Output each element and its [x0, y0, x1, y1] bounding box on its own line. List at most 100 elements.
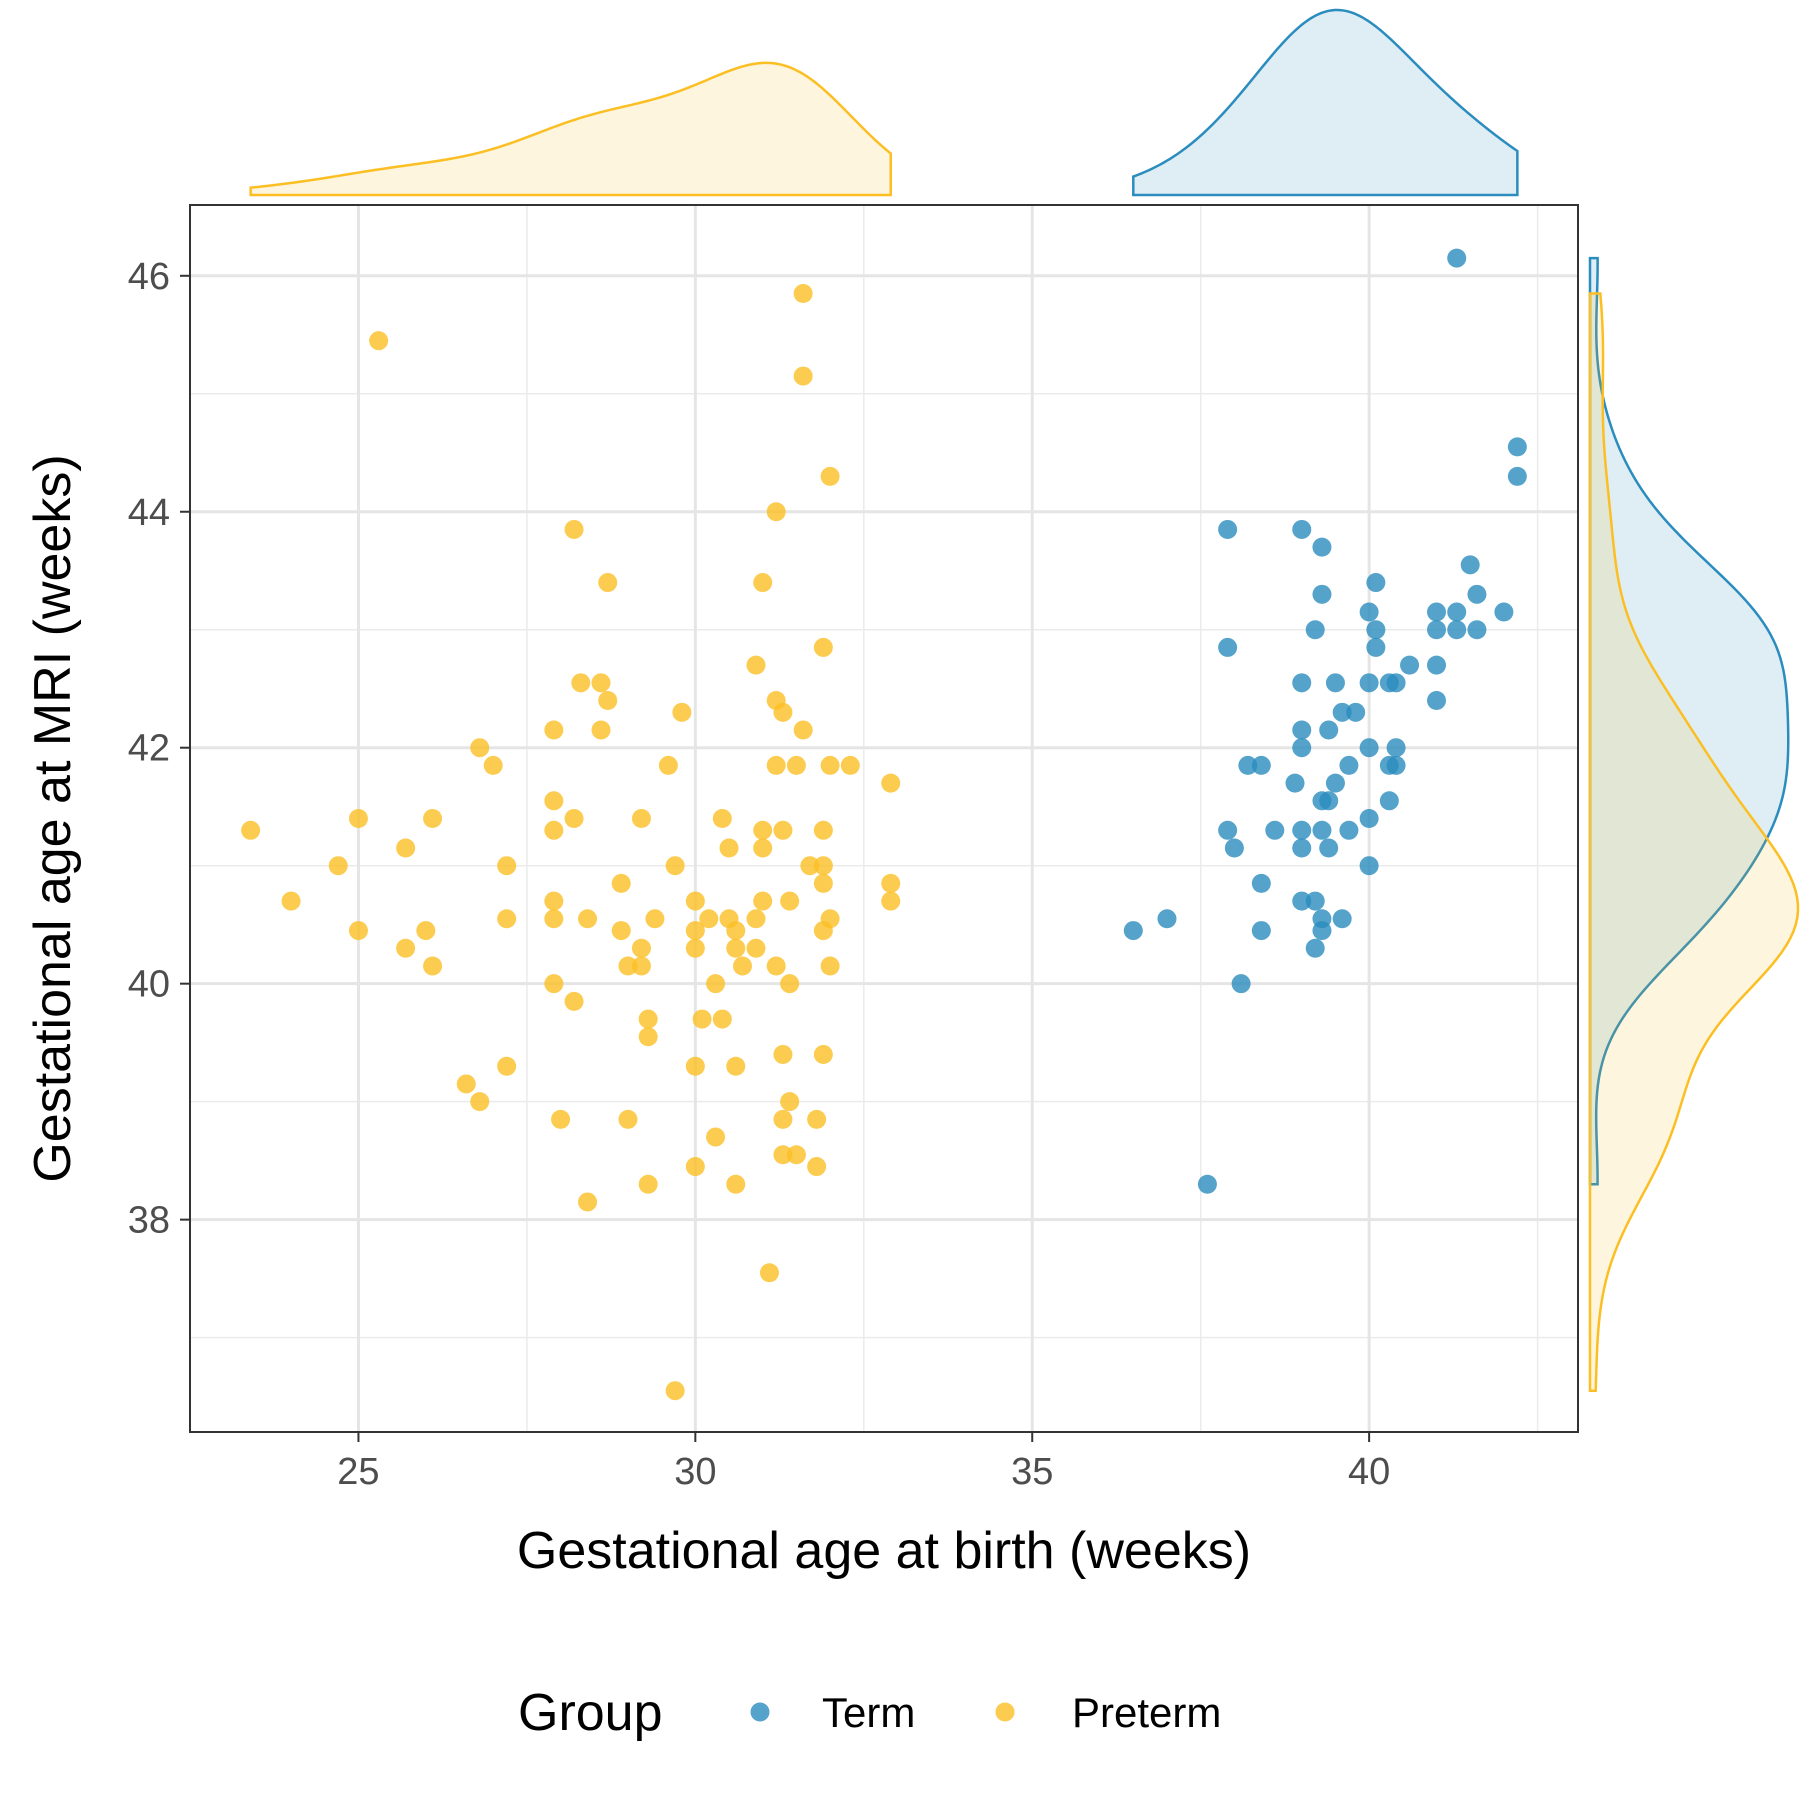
- point-term: [1251, 921, 1271, 941]
- point-preterm: [544, 974, 564, 994]
- point-preterm: [746, 909, 766, 929]
- y-axis-title: Gestational age at MRI (weeks): [24, 454, 82, 1182]
- point-term: [1427, 620, 1447, 640]
- point-preterm: [685, 891, 705, 911]
- point-term: [1231, 974, 1251, 994]
- point-term: [1325, 673, 1345, 693]
- legend-key-term: [750, 1702, 770, 1722]
- point-preterm: [611, 921, 631, 941]
- point-preterm: [328, 856, 348, 876]
- point-preterm: [396, 838, 416, 858]
- point-preterm: [645, 909, 665, 929]
- plot-panel: [190, 205, 1578, 1432]
- point-preterm: [807, 1157, 827, 1177]
- point-preterm: [591, 673, 611, 693]
- point-preterm: [813, 921, 833, 941]
- point-preterm: [423, 809, 443, 828]
- point-preterm: [820, 956, 840, 976]
- point-term: [1123, 921, 1143, 941]
- point-term: [1447, 620, 1467, 640]
- point-preterm: [786, 1145, 806, 1165]
- point-term: [1312, 921, 1332, 941]
- point-term: [1218, 637, 1238, 657]
- point-term: [1305, 620, 1325, 640]
- marginal-densities: [249, 8, 1800, 1392]
- point-preterm: [840, 755, 860, 775]
- point-preterm: [780, 1092, 800, 1112]
- point-term: [1312, 820, 1332, 840]
- point-preterm: [813, 873, 833, 893]
- point-preterm: [564, 991, 584, 1011]
- point-preterm: [598, 691, 618, 711]
- point-term: [1157, 909, 1177, 929]
- point-preterm: [578, 909, 598, 929]
- point-preterm: [685, 938, 705, 958]
- point-term: [1386, 755, 1406, 775]
- point-preterm: [726, 921, 746, 941]
- point-preterm: [766, 956, 786, 976]
- point-preterm: [241, 820, 261, 840]
- x-tick-label: 30: [674, 1451, 716, 1493]
- point-preterm: [685, 1056, 705, 1076]
- point-preterm: [672, 702, 692, 722]
- point-preterm: [470, 738, 490, 758]
- legend: Group Term Preterm: [518, 1684, 1221, 1742]
- point-term: [1292, 738, 1312, 758]
- point-preterm: [773, 820, 793, 840]
- point-term: [1218, 519, 1238, 539]
- point-term: [1359, 673, 1379, 693]
- point-term: [1366, 620, 1386, 640]
- point-preterm: [813, 637, 833, 657]
- point-preterm: [544, 891, 564, 911]
- point-term: [1265, 820, 1285, 840]
- point-preterm: [692, 1009, 712, 1029]
- point-preterm: [706, 974, 726, 994]
- point-term: [1319, 720, 1339, 740]
- point-preterm: [780, 891, 800, 911]
- point-preterm: [658, 755, 678, 775]
- point-term: [1285, 773, 1305, 793]
- point-preterm: [766, 755, 786, 775]
- point-preterm: [631, 956, 651, 976]
- x-tick-label: 25: [337, 1451, 379, 1493]
- point-preterm: [483, 755, 503, 775]
- point-preterm: [618, 956, 638, 976]
- point-preterm: [578, 1192, 598, 1212]
- point-term: [1460, 555, 1480, 575]
- point-term: [1332, 702, 1352, 722]
- legend-title: Group: [518, 1684, 663, 1742]
- point-term: [1507, 466, 1527, 486]
- point-preterm: [813, 1044, 833, 1064]
- point-preterm: [773, 702, 793, 722]
- point-preterm: [793, 366, 813, 386]
- point-preterm: [719, 838, 739, 858]
- point-term: [1346, 702, 1366, 722]
- point-term: [1339, 820, 1359, 840]
- point-term: [1427, 602, 1447, 622]
- point-preterm: [800, 856, 820, 876]
- point-term: [1292, 891, 1312, 911]
- x-tick-label: 40: [1348, 1451, 1390, 1493]
- point-preterm: [665, 856, 685, 876]
- point-preterm: [699, 909, 719, 929]
- point-term: [1292, 720, 1312, 740]
- point-preterm: [544, 791, 564, 811]
- point-term: [1319, 838, 1339, 858]
- legend-label-term: Term: [822, 1689, 915, 1736]
- point-preterm: [726, 1056, 746, 1076]
- point-preterm: [685, 1157, 705, 1177]
- point-preterm: [497, 856, 517, 876]
- point-preterm: [733, 956, 753, 976]
- top-density-term: [1132, 8, 1519, 197]
- point-term: [1467, 584, 1487, 604]
- point-preterm: [807, 1109, 827, 1129]
- point-preterm: [712, 809, 732, 828]
- point-preterm: [571, 673, 591, 693]
- point-preterm: [685, 921, 705, 941]
- point-term: [1427, 691, 1447, 711]
- point-preterm: [544, 909, 564, 929]
- top-density-preterm: [249, 61, 892, 197]
- point-term: [1339, 755, 1359, 775]
- point-term: [1359, 602, 1379, 622]
- point-preterm: [793, 720, 813, 740]
